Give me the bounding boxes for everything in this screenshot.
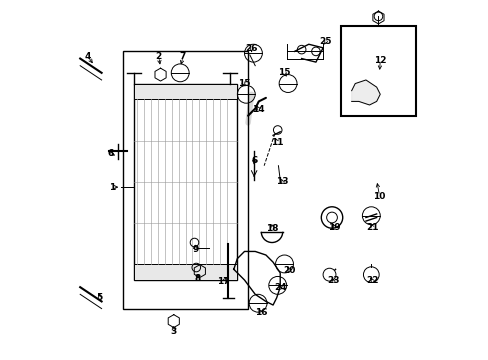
- Text: 16: 16: [255, 309, 267, 318]
- Text: 14: 14: [252, 105, 264, 114]
- Text: 7: 7: [180, 52, 186, 61]
- Text: 5: 5: [97, 293, 103, 302]
- Text: 15: 15: [237, 79, 249, 88]
- Text: 2: 2: [155, 52, 162, 61]
- Text: 23: 23: [326, 276, 339, 285]
- Text: 3: 3: [170, 327, 177, 336]
- Text: 1: 1: [109, 183, 115, 192]
- Text: 20: 20: [283, 266, 295, 275]
- Bar: [134, 84, 237, 280]
- Text: 12: 12: [373, 56, 386, 65]
- Text: 6: 6: [107, 149, 113, 158]
- Text: 17: 17: [217, 277, 230, 286]
- Circle shape: [326, 212, 337, 223]
- Text: 25: 25: [319, 37, 331, 46]
- Bar: [340, 26, 415, 116]
- Text: 19: 19: [327, 222, 340, 231]
- Bar: [134, 264, 237, 280]
- Text: 10: 10: [372, 192, 385, 201]
- Text: 21: 21: [366, 222, 378, 231]
- Text: 22: 22: [366, 276, 378, 285]
- Bar: [134, 84, 237, 99]
- Text: 24: 24: [273, 283, 286, 292]
- Bar: [123, 51, 247, 309]
- Text: 8: 8: [195, 274, 201, 283]
- Text: 15: 15: [278, 68, 290, 77]
- Text: 6: 6: [250, 156, 257, 165]
- Circle shape: [363, 267, 378, 283]
- Text: 26: 26: [245, 44, 257, 53]
- Circle shape: [321, 207, 342, 228]
- Text: 18: 18: [265, 224, 278, 233]
- Text: 13: 13: [276, 177, 288, 186]
- Polygon shape: [351, 80, 380, 105]
- Circle shape: [323, 268, 335, 281]
- Text: 11: 11: [270, 138, 283, 147]
- Text: 9: 9: [192, 245, 198, 254]
- Text: 4: 4: [85, 52, 91, 61]
